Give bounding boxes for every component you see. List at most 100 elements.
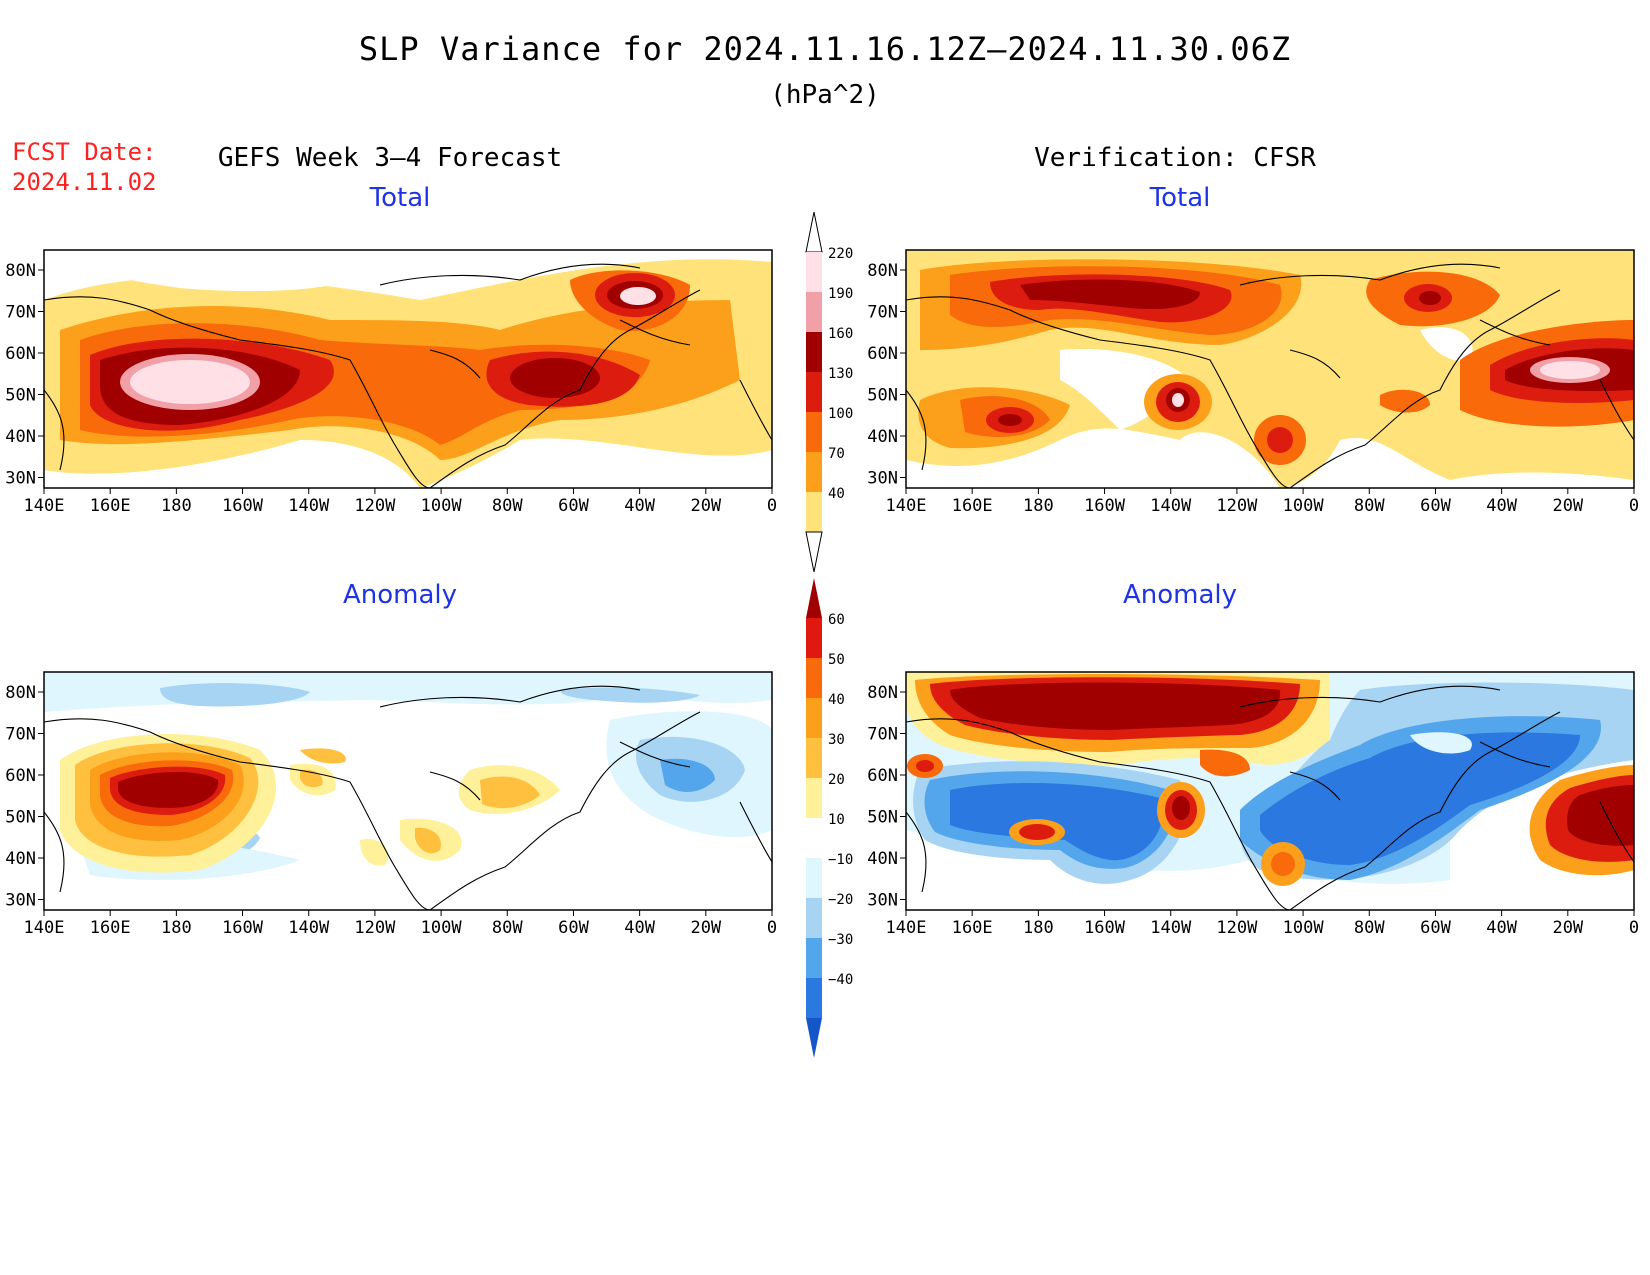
lon-label: 20W (1552, 496, 1583, 516)
colorbar-anomaly-label: 50 (828, 652, 845, 668)
colorbar-total-label: 40 (828, 486, 845, 502)
colorbar-anomaly: 60 50 40 30 20 10 −10 −20 −30 −40 (806, 578, 853, 1058)
colorbar-total-label: 130 (828, 366, 853, 382)
colorbar-anomaly-swatch (806, 658, 822, 698)
colorbar-total-swatch (806, 292, 822, 332)
colorbar-anomaly-swatch (806, 938, 822, 978)
lon-label: 40W (624, 496, 655, 516)
colorbar-anomaly-label: 30 (828, 732, 845, 748)
lat-label: 70N (867, 725, 898, 745)
colorbar-anomaly-label: −20 (828, 892, 853, 908)
verification-column-title: Verification: CFSR (1034, 143, 1316, 173)
colorbar-anomaly-label: −30 (828, 932, 853, 948)
lat-label: 30N (5, 469, 36, 489)
lat-label: 50N (5, 386, 36, 406)
lon-label: 80W (1354, 496, 1385, 516)
colorbar-anomaly-top-arrow (806, 578, 822, 618)
lat-label: 70N (867, 303, 898, 323)
colorbar-anomaly-label: 60 (828, 612, 845, 628)
lat-label: 70N (5, 725, 36, 745)
lon-label: 40W (624, 918, 655, 938)
colorbar-total: 220 190 160 130 100 70 40 (805, 211, 853, 573)
colorbar-total-swatch (806, 372, 822, 412)
lon-label: 160W (222, 918, 264, 938)
lat-label: 40N (867, 849, 898, 869)
lat-label: 30N (5, 891, 36, 911)
lon-label: 0 (767, 918, 777, 938)
lon-label: 180 (161, 918, 192, 938)
lat-label: 30N (867, 469, 898, 489)
lat-label: 70N (5, 303, 36, 323)
colorbar-anomaly-swatch (806, 818, 822, 858)
lon-label: 120W (1216, 918, 1258, 938)
colorbar-total-label: 190 (828, 286, 853, 302)
colorbar-total-swatch (806, 452, 822, 492)
lon-label: 140W (288, 496, 330, 516)
lon-label: 0 (767, 496, 777, 516)
forecast-column-title: GEFS Week 3–4 Forecast (217, 143, 563, 173)
colorbar-total-swatch (806, 252, 822, 292)
lat-label: 40N (5, 427, 36, 447)
lon-label: 80W (492, 918, 523, 938)
colorbar-anomaly-bottom-arrow (806, 1018, 822, 1058)
lon-label: 20W (690, 496, 721, 516)
lon-label: 140E (24, 496, 65, 516)
panel-title-total-verification: Total (1149, 183, 1211, 213)
lon-label: 0 (1629, 918, 1639, 938)
map-verification-total (905, 249, 1635, 489)
lon-label: 100W (1283, 918, 1325, 938)
lat-label: 80N (5, 261, 36, 281)
colorbar-anomaly-swatch (806, 778, 822, 818)
lon-label: 100W (421, 918, 463, 938)
page-title: SLP Variance for 2024.11.16.12Z–2024.11.… (358, 30, 1292, 68)
panel-title-anomaly-verification: Anomaly (1122, 580, 1238, 610)
lat-label: 40N (5, 849, 36, 869)
lon-label: 140W (1150, 496, 1192, 516)
lon-label: 120W (354, 496, 396, 516)
lat-label: 60N (5, 766, 36, 786)
fcst-date-label: FCST Date: (12, 138, 157, 166)
colorbar-anomaly-swatch (806, 858, 822, 898)
axes-layer: 80N 70N 60N 50N 40N 30N 140E 160E 180 160W 140W 120… (5, 261, 1639, 938)
map-verification-anomaly (905, 671, 1635, 911)
units-label: (hPa^2) (770, 80, 880, 110)
colorbar-anomaly-swatch (806, 898, 822, 938)
lon-label: 60W (558, 496, 589, 516)
lon-label: 60W (1420, 918, 1451, 938)
colorbar-total-label: 220 (828, 246, 853, 262)
lon-label: 40W (1486, 918, 1517, 938)
map-forecast-anomaly (43, 671, 773, 911)
colorbar-total-bottom-arrow (805, 531, 823, 573)
panel-title-total-forecast: Total (369, 183, 431, 213)
lon-label: 80W (1354, 918, 1385, 938)
lon-label: 0 (1629, 496, 1639, 516)
colorbar-total-label: 160 (828, 326, 853, 342)
colorbar-anomaly-label: −10 (828, 852, 853, 868)
lon-label: 40W (1486, 496, 1517, 516)
colorbar-anomaly-label: 40 (828, 692, 845, 708)
lon-label: 140W (1150, 918, 1192, 938)
lat-label: 50N (867, 386, 898, 406)
lon-label: 140E (886, 496, 927, 516)
colorbar-total-label: 70 (828, 446, 845, 462)
lon-label: 20W (690, 918, 721, 938)
lon-label: 120W (1216, 496, 1258, 516)
lon-label: 160W (222, 496, 264, 516)
lon-label: 120W (354, 918, 396, 938)
colorbar-total-top-arrow (805, 211, 823, 253)
lon-label: 180 (161, 496, 192, 516)
lon-label: 160W (1084, 496, 1126, 516)
lon-label: 160E (952, 496, 993, 516)
lat-label: 60N (867, 766, 898, 786)
lat-label: 80N (867, 683, 898, 703)
colorbar-total-label: 100 (828, 406, 853, 422)
colorbar-total-swatch (806, 332, 822, 372)
colorbar-anomaly-swatch (806, 738, 822, 778)
lon-label: 100W (1283, 496, 1325, 516)
lat-label: 50N (867, 808, 898, 828)
lat-label: 60N (867, 344, 898, 364)
lon-label: 180 (1023, 496, 1054, 516)
lon-label: 160E (90, 918, 131, 938)
lon-label: 160E (90, 496, 131, 516)
